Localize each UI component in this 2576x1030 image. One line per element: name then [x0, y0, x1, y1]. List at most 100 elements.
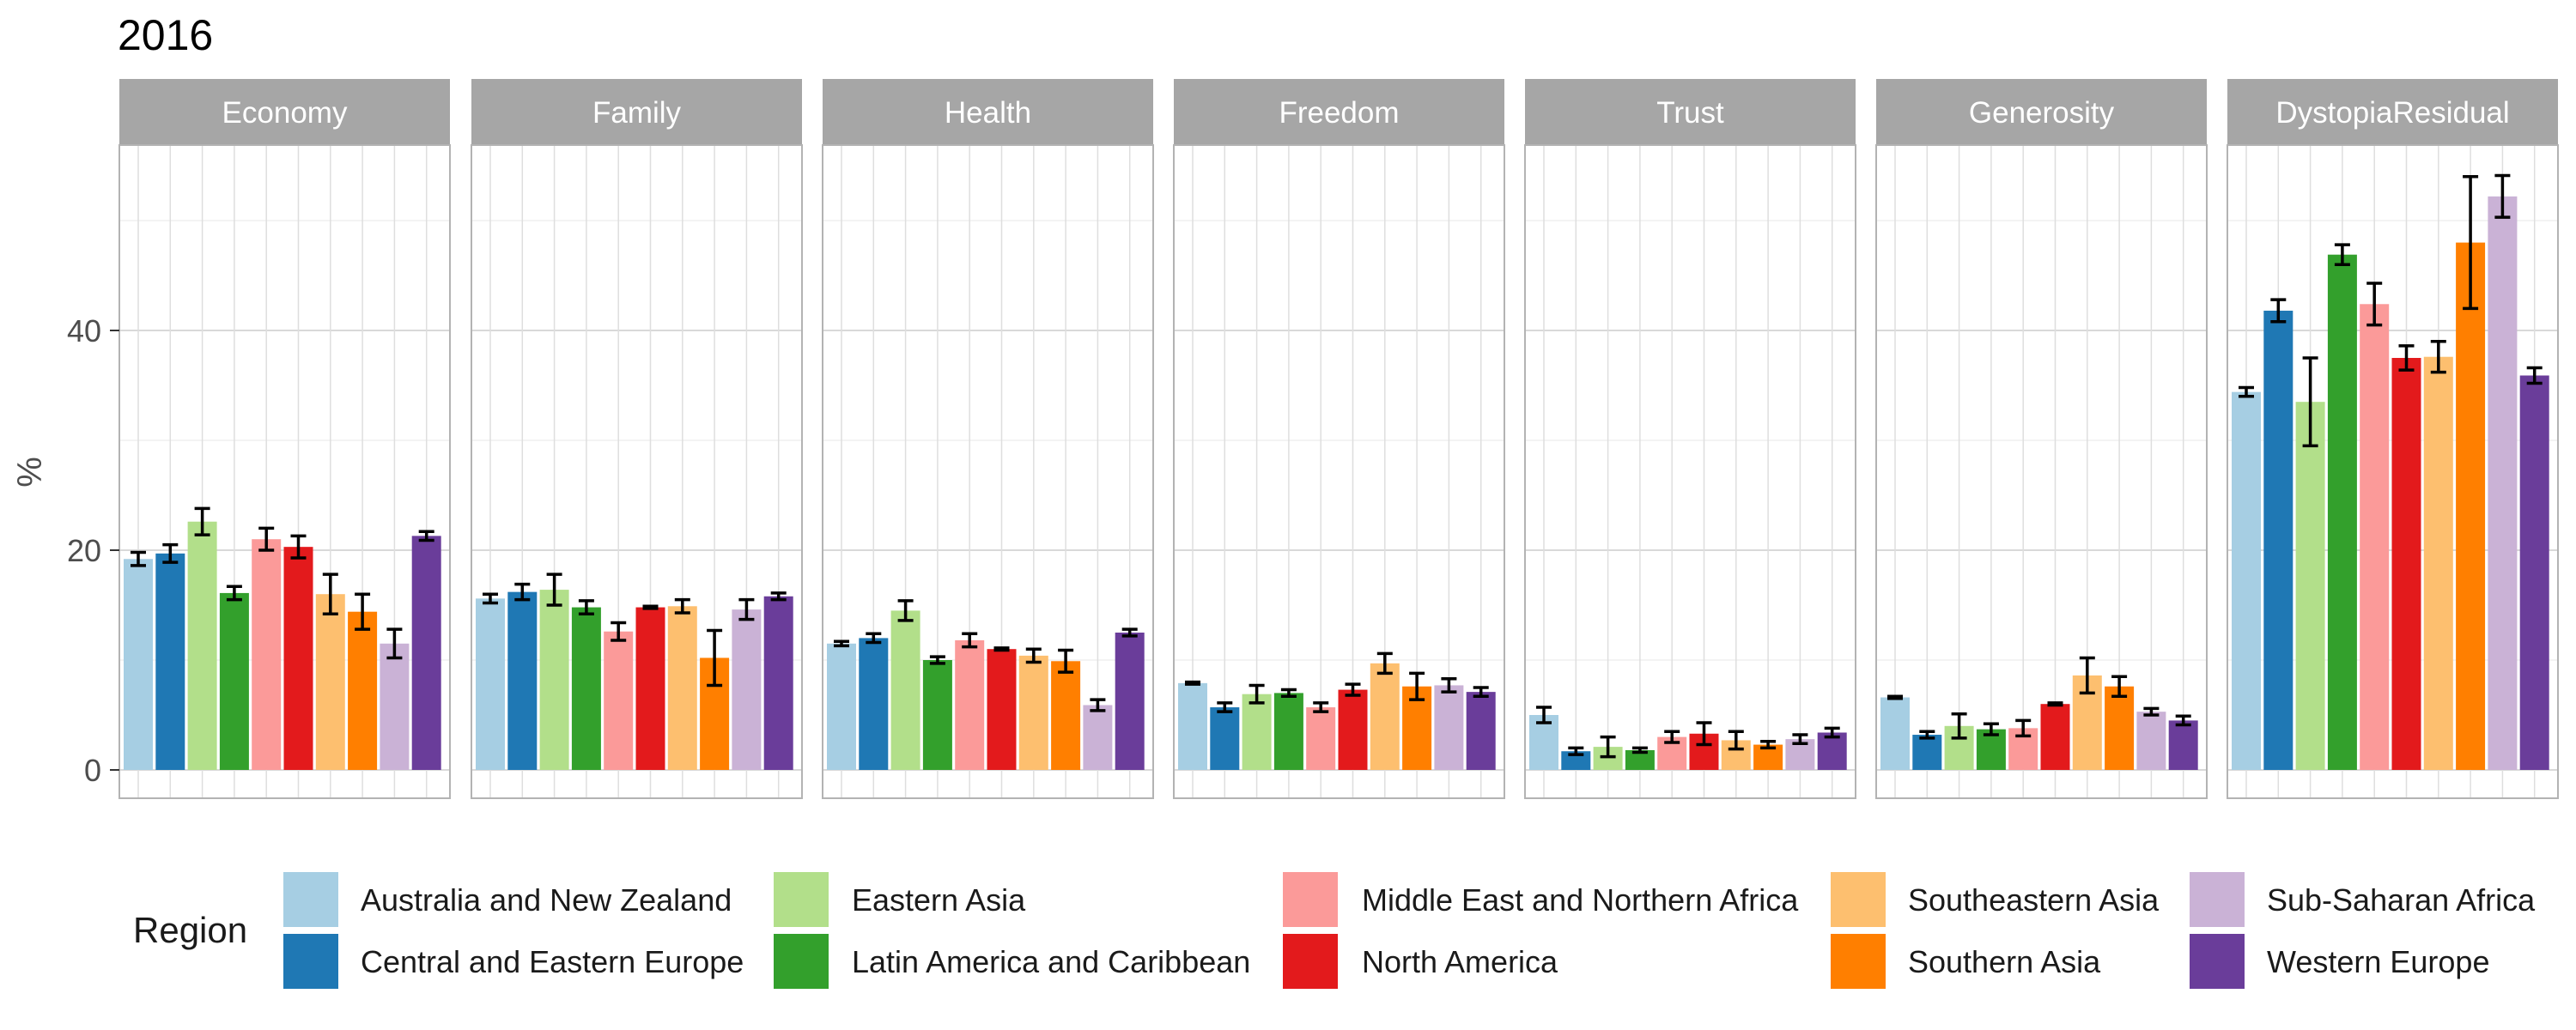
panel-border [822, 144, 1154, 799]
bar-generosity-0 [1880, 697, 1910, 770]
error-bar [1951, 712, 1967, 740]
error-bar [2175, 714, 2191, 727]
panel-border [471, 144, 803, 799]
error-bar [514, 582, 531, 602]
legend-swatch-2 [774, 872, 829, 927]
bar-trust-9 [1817, 732, 1847, 770]
error-bar [2302, 356, 2318, 448]
bar-generosity-5 [2040, 704, 2070, 770]
error-bar [355, 592, 371, 631]
error-bar [1121, 627, 1138, 638]
error-bar [1696, 721, 1712, 747]
panel-dystopiaresidual: DystopiaResidual [2227, 79, 2559, 799]
bar-dystopiaresidual-1 [2263, 310, 2293, 771]
panel-strip [1876, 79, 2207, 145]
error-bar [1792, 733, 1808, 746]
error-bar [1280, 688, 1297, 698]
legend-swatch-6 [1831, 872, 1886, 927]
error-bar [1919, 730, 1935, 740]
bar-economy-1 [155, 553, 185, 770]
error-bar [1185, 680, 1200, 686]
legend-title: Region [133, 910, 247, 950]
bar-economy-6 [315, 594, 345, 770]
error-bar [2398, 344, 2415, 372]
bar-health-3 [922, 660, 952, 770]
error-bar [546, 573, 562, 607]
bar-dystopiaresidual-9 [2519, 375, 2549, 770]
y-tick-label: 40 [67, 313, 101, 348]
legend-swatch-3 [774, 934, 829, 989]
bar-economy-2 [187, 521, 217, 770]
legend-label-4: Middle East and Northern Africa [1362, 882, 1799, 918]
error-bar [611, 621, 627, 642]
panel-strip-label: Health [945, 96, 1031, 130]
error-bar [1313, 701, 1329, 713]
error-bar [1631, 746, 1648, 754]
panel-economy: Economy [118, 79, 451, 799]
bar-health-7 [1051, 661, 1081, 770]
bar-dystopiaresidual-3 [2327, 254, 2357, 770]
error-bar [2463, 175, 2479, 311]
bar-family-8 [732, 609, 762, 770]
legend-label-1: Central and Eastern Europe [361, 944, 744, 979]
error-bar [834, 639, 849, 648]
panel-freedom: Freedom [1173, 79, 1505, 799]
panel-background [1876, 145, 2207, 798]
error-bar [1824, 726, 1840, 739]
error-bar [322, 573, 338, 615]
bar-health-0 [827, 643, 856, 770]
panel-background [1525, 145, 1856, 798]
error-bar [131, 550, 146, 567]
error-bar [418, 530, 434, 542]
bar-freedom-1 [1210, 707, 1240, 770]
bar-health-5 [987, 649, 1017, 770]
error-bar [386, 627, 403, 660]
legend-swatch-4 [1283, 872, 1338, 927]
error-bar [2143, 706, 2160, 717]
bar-family-6 [667, 606, 697, 770]
legend-swatch-1 [283, 934, 338, 989]
error-bar [2526, 366, 2543, 385]
bar-dystopiaresidual-4 [2360, 304, 2390, 770]
error-bar [1441, 677, 1457, 694]
panel-family: Family [471, 79, 803, 799]
y-tick-label: 20 [67, 533, 101, 568]
legend-label-0: Australia and New Zealand [361, 882, 732, 918]
y-tick-label: 0 [84, 753, 101, 788]
bar-health-8 [1083, 705, 1113, 770]
legend-label-6: Southeastern Asia [1908, 882, 2160, 918]
panel-border [118, 144, 451, 799]
error-bar [1568, 746, 1584, 756]
error-bar [162, 542, 179, 564]
error-bar [707, 628, 723, 688]
y-axis-label: % [11, 457, 49, 488]
panel-border [1524, 144, 1856, 799]
legend-swatch-8 [2190, 872, 2245, 927]
error-bar [738, 597, 755, 621]
bar-economy-9 [411, 536, 441, 770]
error-bar [1536, 706, 1552, 724]
panel-generosity: Generosity [1875, 79, 2208, 799]
bar-freedom-2 [1242, 694, 1272, 770]
panel-strip-label: DystopiaResidual [2275, 96, 2509, 130]
legend-label-2: Eastern Asia [852, 882, 1026, 918]
error-bar [258, 526, 275, 552]
bar-economy-7 [348, 611, 378, 770]
error-bar [642, 604, 659, 610]
bar-family-0 [476, 598, 505, 770]
bar-dystopiaresidual-8 [2488, 196, 2518, 771]
error-bar [1728, 730, 1744, 751]
error-bar [962, 632, 978, 649]
panel-strip [1174, 79, 1504, 145]
bar-family-1 [507, 591, 538, 770]
panel-strip-label: Economy [222, 96, 348, 130]
panel-strip-label: Freedom [1279, 96, 1399, 130]
bar-economy-8 [380, 643, 410, 770]
legend-swatch-9 [2190, 934, 2245, 989]
bar-freedom-0 [1178, 682, 1207, 770]
panel-strip [2227, 79, 2558, 145]
bar-family-9 [763, 596, 793, 770]
bar-freedom-8 [1434, 685, 1464, 770]
error-bar [770, 591, 787, 602]
